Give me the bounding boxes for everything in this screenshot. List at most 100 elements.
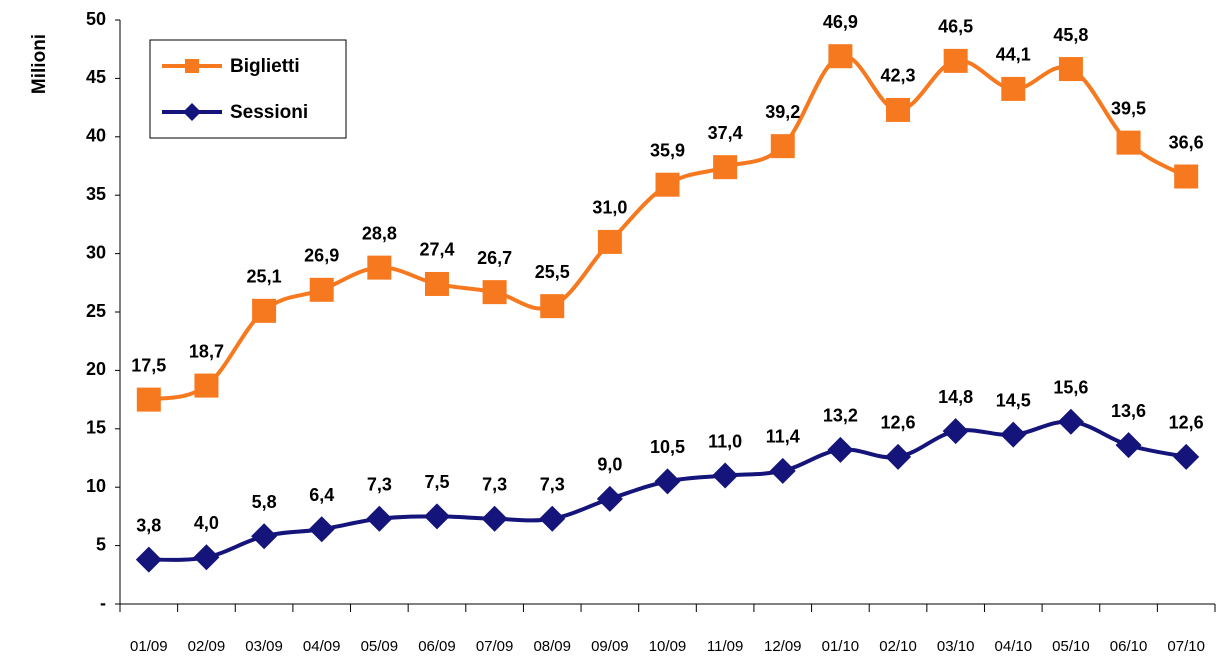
x-tick-label: 04/09 [303, 638, 341, 655]
marker [540, 294, 565, 319]
marker [654, 468, 681, 495]
marker [942, 418, 969, 445]
data-label: 7,3 [540, 474, 565, 494]
data-label: 39,2 [765, 102, 800, 122]
data-label: 12,6 [881, 413, 916, 433]
data-label: 14,8 [938, 387, 973, 407]
marker [481, 505, 508, 532]
data-label: 10,5 [650, 437, 685, 457]
data-label: 3,8 [136, 515, 161, 535]
data-label: 35,9 [650, 140, 685, 160]
marker [193, 544, 220, 571]
marker [886, 97, 911, 122]
data-label: 17,5 [131, 355, 166, 375]
x-tick-label: 03/10 [937, 638, 975, 655]
x-tick-label: 01/10 [822, 638, 860, 655]
x-tick-label: 12/09 [764, 638, 802, 655]
data-label: 26,7 [477, 248, 512, 268]
y-tick-label: - [100, 593, 106, 613]
marker [655, 172, 680, 197]
x-tick-label: 07/09 [476, 638, 514, 655]
marker [828, 44, 853, 69]
data-label: 11,0 [708, 431, 742, 451]
y-tick-label: 30 [86, 242, 106, 262]
marker [713, 155, 738, 180]
marker [770, 134, 795, 159]
marker [827, 436, 854, 463]
x-tick-label: 08/09 [533, 638, 571, 655]
marker [251, 523, 278, 550]
x-tick-label: 05/10 [1052, 638, 1090, 655]
x-tick-label: 02/09 [188, 638, 226, 655]
x-tick-label: 01/09 [130, 638, 168, 655]
marker [1116, 130, 1141, 155]
x-tick-label: 02/10 [879, 638, 917, 655]
x-tick-label: 04/10 [995, 638, 1033, 655]
marker [308, 516, 335, 543]
legend: Biglietti Sessioni [149, 39, 347, 139]
y-tick-label: 15 [86, 418, 106, 438]
data-label: 45,8 [1053, 25, 1088, 45]
data-label: 7,3 [367, 474, 392, 494]
y-tick-label: 40 [86, 126, 106, 146]
legend-marker [183, 103, 201, 121]
y-tick-label: 45 [86, 67, 106, 87]
marker [309, 277, 334, 302]
data-label: 46,9 [823, 12, 858, 32]
marker [1058, 57, 1083, 82]
marker [539, 505, 566, 532]
marker [136, 387, 161, 412]
marker [194, 373, 219, 398]
marker [1000, 421, 1027, 448]
data-label: 39,5 [1111, 98, 1146, 118]
marker [424, 271, 449, 296]
data-label: 9,0 [597, 455, 622, 475]
y-tick-label: 35 [86, 184, 106, 204]
data-label: 13,6 [1111, 401, 1146, 421]
y-tick-label: 5 [96, 534, 106, 554]
marker [1174, 164, 1199, 189]
marker [367, 255, 392, 280]
data-label: 5,8 [252, 492, 277, 512]
data-label: 11,4 [766, 427, 800, 447]
x-tick-label: 11/09 [707, 638, 743, 655]
data-label: 37,4 [708, 123, 743, 143]
x-tick-label: 06/09 [418, 638, 456, 655]
data-label: 18,7 [189, 341, 224, 361]
data-label: 27,4 [419, 240, 454, 260]
marker [1057, 408, 1084, 435]
marker [135, 546, 162, 573]
marker [252, 298, 277, 323]
marker [769, 457, 796, 484]
marker [482, 280, 507, 305]
data-label: 25,5 [535, 262, 570, 282]
data-label: 15,6 [1053, 378, 1088, 398]
data-label: 12,6 [1169, 413, 1204, 433]
data-label: 28,8 [362, 223, 397, 243]
marker [596, 485, 623, 512]
y-tick-label: 50 [86, 9, 106, 29]
marker [943, 48, 968, 73]
data-label: 46,5 [938, 17, 973, 37]
marker [1173, 443, 1200, 470]
x-tick-label: 10/09 [649, 638, 687, 655]
y-tick-label: 25 [86, 301, 106, 321]
data-label: 7,3 [482, 474, 507, 494]
data-label: 44,1 [996, 45, 1031, 65]
legend-box [149, 39, 347, 139]
marker [423, 503, 450, 530]
data-label: 31,0 [592, 198, 627, 218]
marker [885, 443, 912, 470]
data-label: 36,6 [1169, 132, 1204, 152]
data-label: 13,2 [823, 406, 858, 426]
data-label: 4,0 [194, 513, 219, 533]
legend-label: Biglietti [230, 56, 300, 77]
data-label: 14,5 [996, 390, 1031, 410]
data-label: 42,3 [881, 66, 916, 86]
y-axis-label: Milioni [29, 34, 50, 94]
x-tick-label: 05/09 [361, 638, 399, 655]
data-label: 6,4 [309, 485, 334, 505]
x-tick-label: 06/10 [1110, 638, 1148, 655]
